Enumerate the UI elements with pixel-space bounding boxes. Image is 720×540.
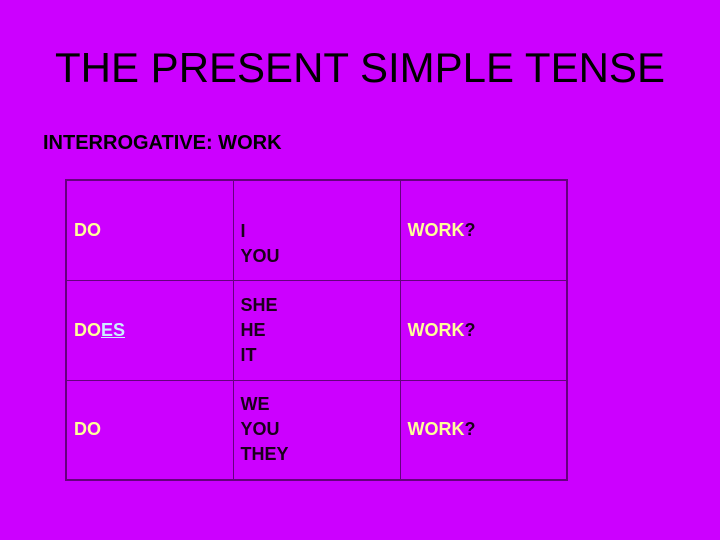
- question-mark: ?: [464, 319, 476, 340]
- aux-text: DO: [74, 319, 101, 340]
- pronoun: I: [240, 221, 246, 242]
- verb-text: WORK: [407, 219, 465, 240]
- question-mark: ?: [464, 219, 476, 240]
- pronoun-cell: WE YOU THEY: [232, 379, 401, 481]
- pronoun: SHE: [240, 294, 278, 315]
- pronoun: IT: [240, 344, 257, 365]
- aux-cell: DO: [65, 379, 234, 481]
- slide-subtitle: INTERROGATIVE: WORK: [43, 132, 282, 154]
- pronoun-cell: SHE HE IT: [232, 279, 401, 381]
- pronoun: WE: [240, 394, 270, 415]
- aux-text: DO: [74, 419, 101, 440]
- pronoun: YOU: [240, 246, 280, 267]
- table-row: DOES SHE HE IT WORK?: [65, 279, 568, 381]
- table-row: DO I YOU WORK?: [65, 179, 568, 281]
- aux-cell: DOES: [65, 279, 234, 381]
- pronoun: THEY: [240, 444, 289, 465]
- aux-text: DO: [74, 219, 101, 240]
- pronoun-cell: I YOU: [232, 179, 401, 281]
- verb-text: WORK: [407, 419, 465, 440]
- aux-cell: DO: [65, 179, 234, 281]
- verb-text: WORK: [407, 319, 465, 340]
- verb-cell: WORK?: [399, 179, 568, 281]
- table-row: DO WE YOU THEY WORK?: [65, 379, 568, 481]
- pronoun: YOU: [240, 419, 280, 440]
- aux-ending: ES: [101, 319, 126, 340]
- verb-cell: WORK?: [399, 379, 568, 481]
- slide-title: THE PRESENT SIMPLE TENSE: [55, 44, 665, 91]
- pronoun: HE: [240, 319, 266, 340]
- verb-cell: WORK?: [399, 279, 568, 381]
- conjugation-table: DO I YOU WORK? DOES SHE HE IT WORK? DO WE YO…: [65, 179, 568, 481]
- question-mark: ?: [464, 419, 476, 440]
